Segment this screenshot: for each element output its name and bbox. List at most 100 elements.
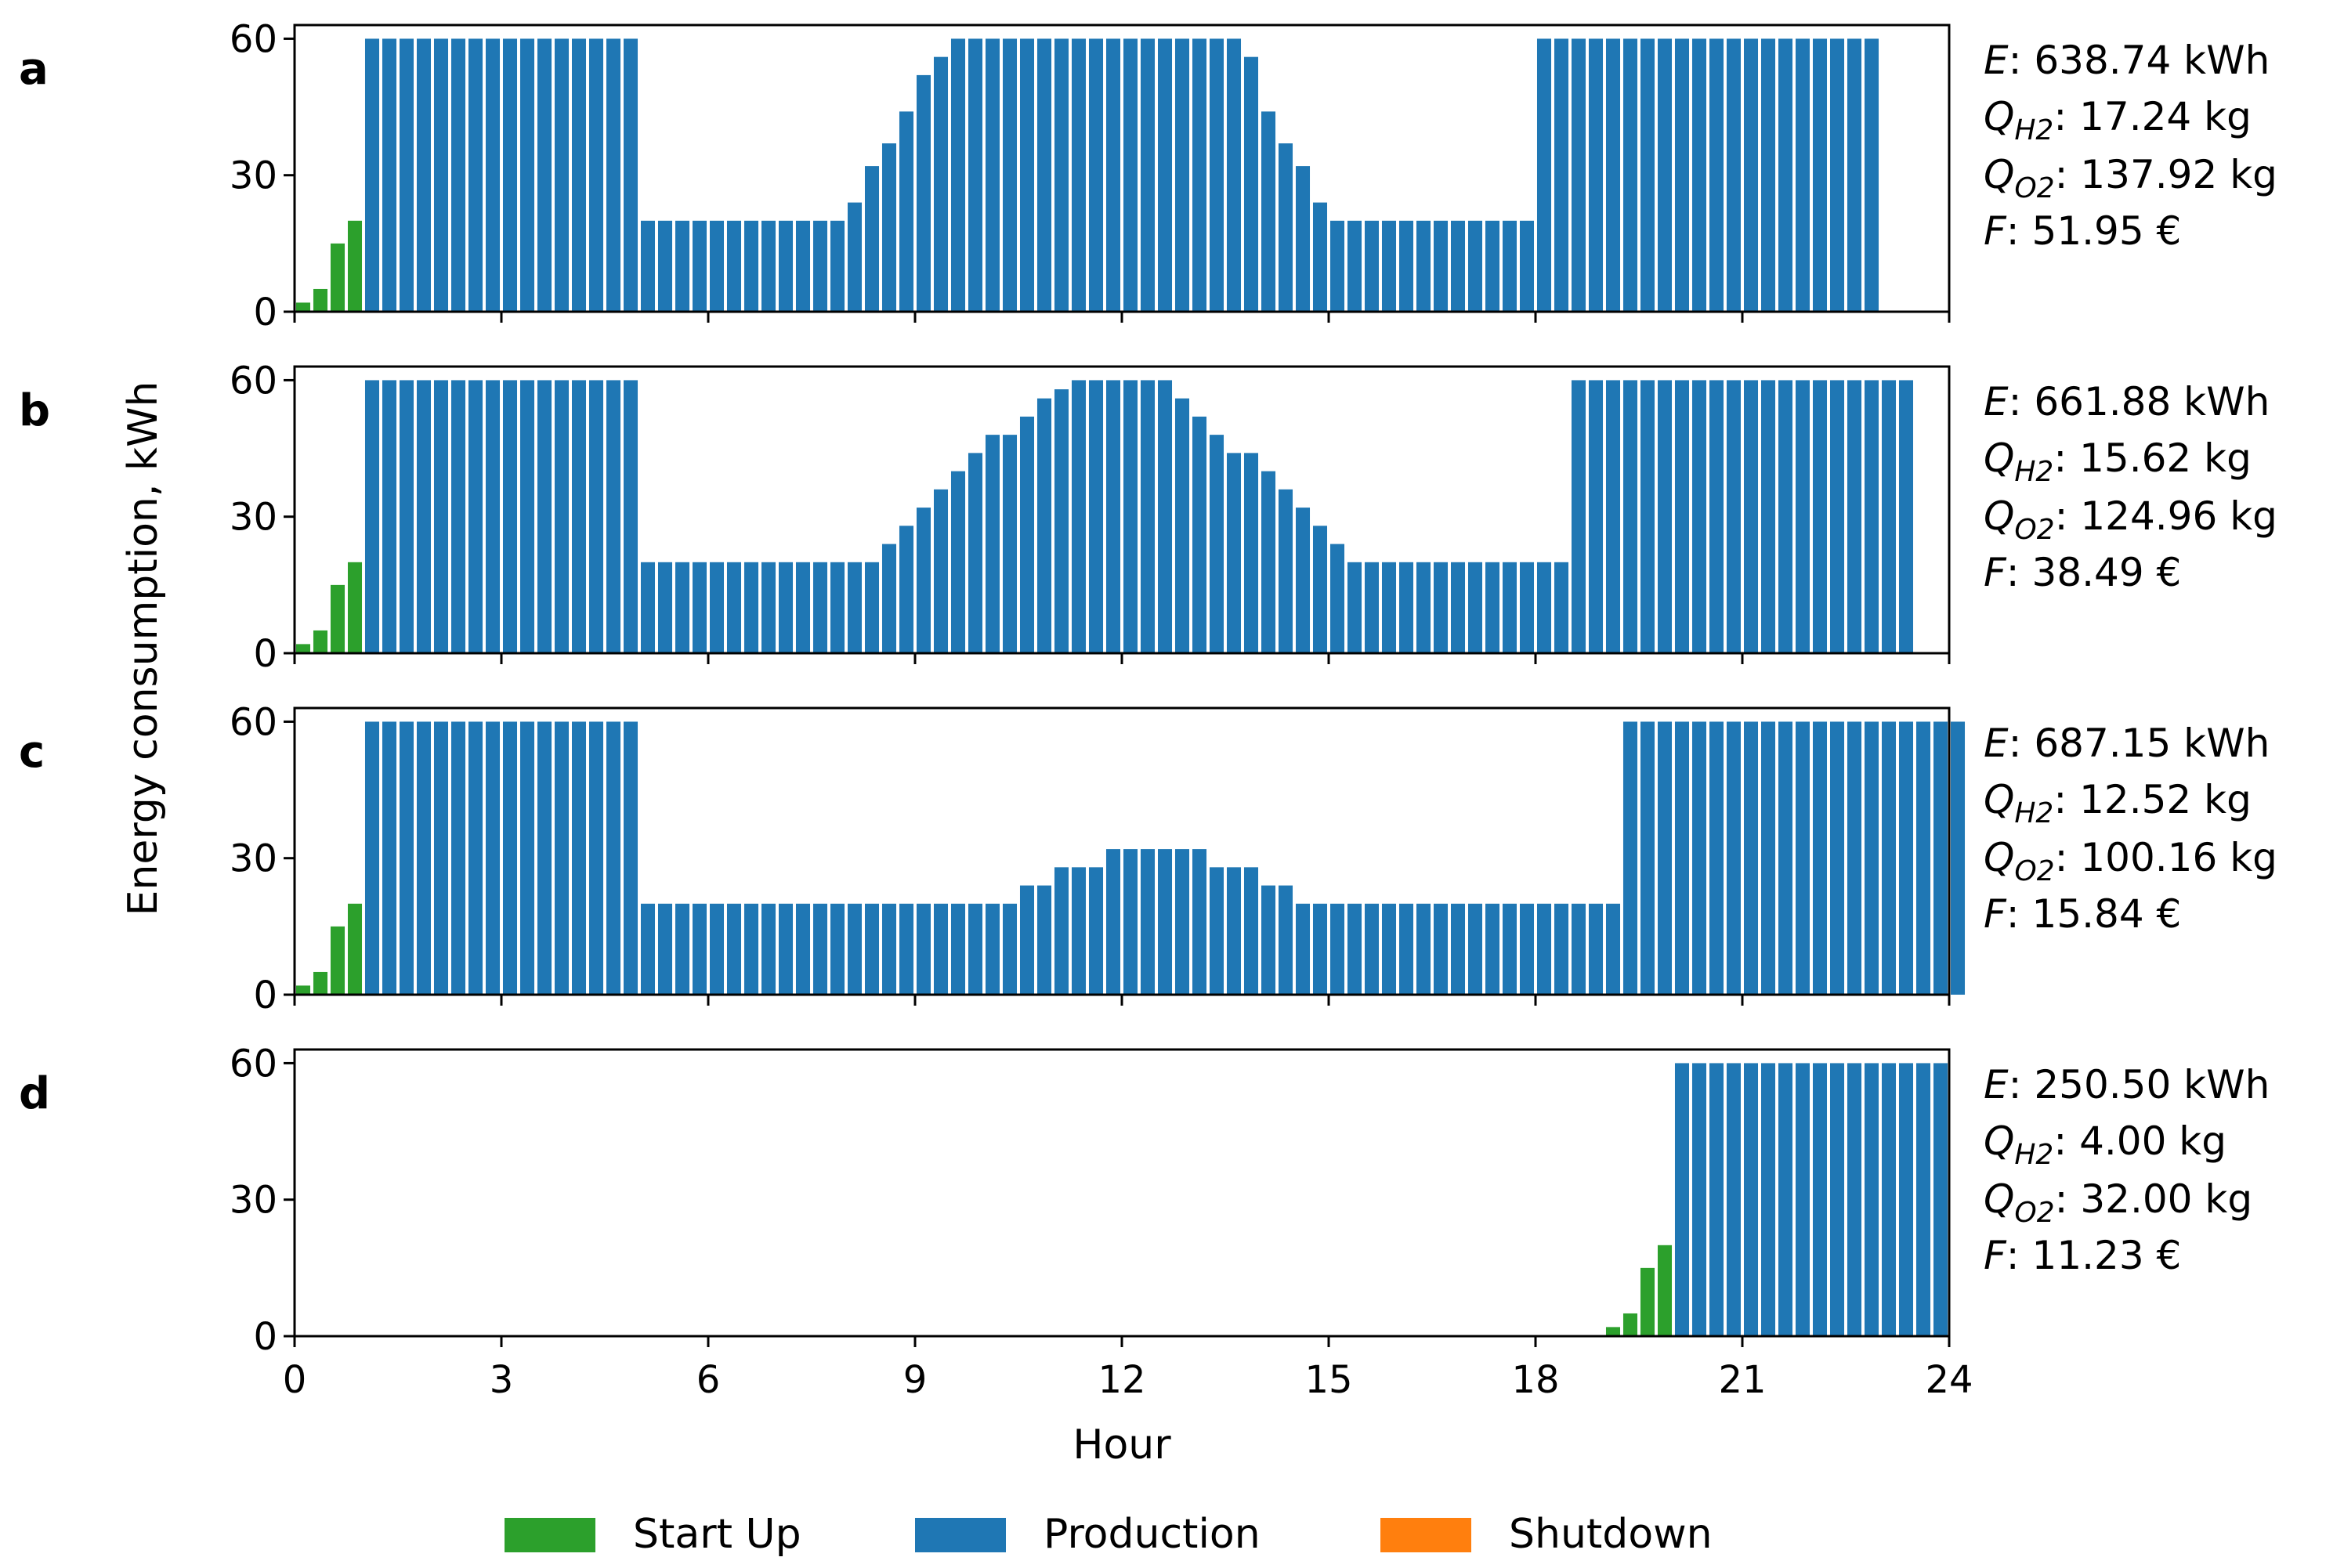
production-bar	[985, 435, 1000, 653]
production-bar	[1329, 220, 1345, 312]
production-bar	[399, 721, 414, 995]
panel-letter: d	[19, 1068, 50, 1119]
production-bar	[1502, 562, 1517, 653]
production-bar	[1588, 903, 1604, 995]
production-bar	[554, 38, 570, 313]
production-bar	[1036, 38, 1052, 313]
production-bar	[1640, 38, 1655, 313]
production-bar	[950, 903, 966, 995]
production-bar	[1898, 721, 1914, 995]
production-bar	[1691, 1063, 1707, 1336]
production-bar	[1450, 220, 1466, 312]
production-bar	[1829, 38, 1845, 313]
production-bar	[450, 380, 466, 653]
production-bar	[1864, 380, 1879, 653]
production-bar	[588, 38, 604, 313]
production-bar	[1898, 1063, 1914, 1336]
production-bar	[1157, 849, 1173, 995]
production-bar	[1829, 721, 1845, 995]
production-bar	[485, 721, 501, 995]
production-bar	[1347, 903, 1362, 995]
production-bar	[1571, 903, 1586, 995]
production-bar	[795, 562, 811, 653]
production-bar	[864, 166, 880, 312]
production-bar	[1140, 380, 1156, 653]
y-tick-label: 60	[230, 700, 277, 744]
production-bar	[881, 544, 897, 653]
production-bar	[364, 721, 380, 995]
production-bar	[450, 721, 466, 995]
production-bar	[830, 562, 845, 653]
production-bar	[1485, 562, 1500, 653]
production-bar	[1760, 1063, 1776, 1336]
production-bar	[1243, 56, 1259, 313]
production-bar	[1278, 143, 1293, 312]
production-bar	[588, 380, 604, 653]
panel-a: a 0 30 60 E: 638.74 kWh QH2: 17.24 kg QO2: 137…	[19, 17, 2277, 334]
production-bar	[709, 220, 725, 312]
production-bar	[916, 903, 931, 995]
production-bar	[968, 903, 983, 995]
production-bar	[1398, 562, 1414, 653]
production-bar	[1054, 389, 1069, 653]
production-bar	[382, 721, 397, 995]
production-bar	[1295, 508, 1311, 653]
production-bar	[1192, 849, 1207, 995]
production-bar	[916, 508, 931, 653]
production-bar	[968, 453, 983, 653]
x-tick-label: 9	[903, 1358, 928, 1402]
legend: Start Up Production Shutdown	[505, 1511, 1713, 1558]
production-bar	[1795, 1063, 1810, 1336]
production-bar	[1192, 38, 1207, 313]
production-bar	[675, 903, 690, 995]
production-bar	[1226, 453, 1242, 653]
production-bar	[1105, 38, 1121, 313]
production-bar	[606, 38, 621, 313]
production-bar	[1071, 38, 1087, 313]
start-up-bar	[313, 971, 328, 995]
production-bar	[1743, 721, 1759, 995]
panel-letter: a	[19, 44, 49, 95]
production-bar	[1467, 903, 1483, 995]
h2-annotation: QH2: 12.52 kg	[1984, 777, 2252, 829]
legend-swatch-start-up	[505, 1518, 595, 1552]
start-up-bar	[1622, 1313, 1638, 1336]
production-bar	[1640, 721, 1655, 995]
production-bar	[1450, 903, 1466, 995]
production-bar	[1433, 220, 1449, 312]
production-bar	[1571, 38, 1586, 313]
production-bar	[1519, 562, 1535, 653]
production-bar	[554, 721, 570, 995]
production-bar	[1416, 562, 1431, 653]
production-bar	[1795, 721, 1810, 995]
y-axis-label: Energy consumption, kWh	[120, 381, 167, 916]
production-bar	[1571, 380, 1586, 653]
production-bar	[519, 380, 535, 653]
production-bar	[640, 220, 656, 312]
production-bar	[1640, 380, 1655, 653]
production-bar	[675, 562, 690, 653]
production-bar	[1502, 903, 1517, 995]
production-bar	[1312, 903, 1328, 995]
production-bar	[1278, 489, 1293, 653]
production-bar	[1726, 38, 1742, 313]
start-up-bar	[1657, 1245, 1673, 1336]
production-bar	[1105, 380, 1121, 653]
production-bar	[743, 903, 759, 995]
production-bar	[657, 903, 673, 995]
production-bar	[1743, 380, 1759, 653]
production-bar	[519, 38, 535, 313]
production-bar	[1174, 849, 1190, 995]
production-bar	[1243, 453, 1259, 653]
production-bar	[502, 380, 518, 653]
production-bar	[537, 380, 552, 653]
production-bar	[1536, 562, 1552, 653]
production-bar	[1622, 721, 1638, 995]
production-bar	[1881, 380, 1897, 653]
start-up-bar	[330, 584, 345, 653]
production-bar	[1347, 562, 1362, 653]
production-bar	[1933, 1063, 1948, 1336]
panel-d: d 0 30 60 0 3 6 9 12 15 18 21 24 E: 250.50 kWh QH2: 4.…	[19, 1042, 2270, 1402]
production-bar	[433, 380, 449, 653]
production-bar	[1605, 380, 1621, 653]
